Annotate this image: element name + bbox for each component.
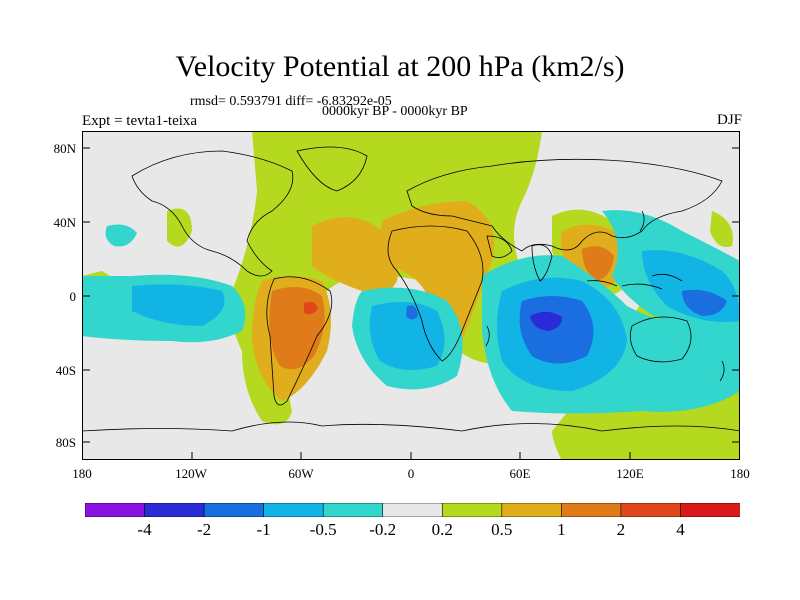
mid-negative-atlantic [369,302,445,370]
colorbar-cell [441,503,503,517]
colorbar-cell [561,503,622,517]
colorbar-cell [263,503,324,517]
coastlines [82,146,740,432]
xtick-60e: 60E [509,466,531,481]
colorbar-label: -4 [137,520,152,539]
colorbar-cell [382,503,444,517]
experiment-label: Expt = tevta1-teixa [82,113,198,129]
colorbar-label: -1 [256,520,271,539]
stats-subtitle: rmsd= 0.593791 diff= -6.83292e-05 [190,94,392,109]
map-title: Velocity Potential at 200 hPa (km2/s) [175,50,625,83]
xtick-60w: 60W [288,466,314,481]
map-plot [82,131,740,460]
colorbar-label: 1 [557,520,566,539]
xtick-0: 0 [407,466,415,481]
colorbar-label: -2 [197,520,212,539]
season-label: DJF [716,112,742,128]
positive-region-npac-east [710,211,733,247]
strong-negative-wpac [682,289,727,316]
colorbar-cell [322,503,384,517]
colorbar-label: -0.2 [369,520,397,539]
xtick-120e: 120E [616,466,644,481]
colorbar-label: -0.5 [309,520,337,539]
colorbar-label: 0.2 [431,520,453,539]
period-subtitle: 0000kyr BP - 0000kyr BP [322,104,468,119]
xtick-180w: 180 [72,466,92,481]
colorbar-cell [144,503,205,517]
axis-ticks [82,147,740,460]
ytick-40s: 40S [55,363,76,378]
strong-positive-asia [582,246,614,281]
moderate-positive-africa [381,201,495,344]
colorbar-cell [620,503,682,517]
colorbar-cell [680,503,740,517]
xtick-180e: 180 [730,466,750,481]
ytick-80s: 80S [55,435,76,450]
colorbar [85,503,740,517]
ytick-0: 0 [69,289,77,304]
colorbar-cell [85,503,146,517]
moderate-positive-americas [312,217,398,297]
colorbar-label: 0.5 [491,520,513,539]
strong-negative-atlantic [406,305,418,320]
ytick-80n: 80N [53,141,76,156]
colorbar-cell [203,503,265,517]
ytick-40n: 40N [53,215,76,230]
colorbar-label: 2 [616,520,626,539]
positive-region-npacific [167,208,192,247]
strong-negative-indian [519,296,594,364]
negative-npac-small [105,224,137,247]
colorbar-label: 4 [676,520,685,539]
xtick-120w: 120W [175,466,207,481]
colorbar-cell [501,503,563,517]
max-positive-samerica [304,301,318,315]
max-negative-indian [530,311,562,331]
mid-negative-east-pacific [132,284,225,326]
